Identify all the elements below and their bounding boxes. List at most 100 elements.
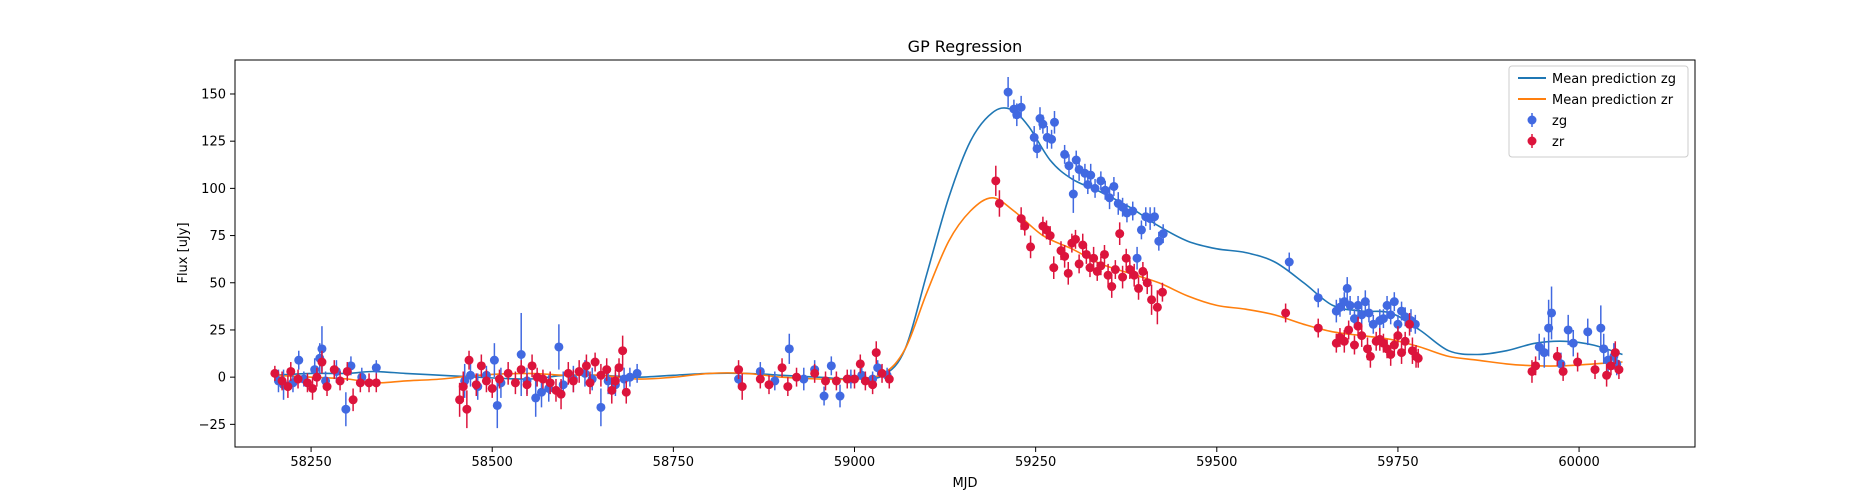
legend-label-zr: zr: [1552, 135, 1565, 150]
point-zr: [777, 363, 787, 373]
point-zr: [494, 374, 504, 384]
point-zr: [614, 363, 624, 373]
point-zr: [1405, 319, 1415, 329]
point-zr: [1614, 365, 1624, 375]
point-zg: [1393, 319, 1403, 329]
point-zg: [1389, 297, 1399, 307]
point-zr: [607, 385, 617, 395]
y-axis-label: Flux [uJy]: [176, 222, 191, 283]
point-zr: [1606, 361, 1616, 371]
point-zr: [471, 380, 481, 390]
point-zr: [855, 359, 865, 369]
point-zr: [764, 380, 774, 390]
point-zr: [1386, 349, 1396, 359]
point-zr: [293, 374, 303, 384]
point-zg: [1086, 170, 1096, 180]
point-zr: [1397, 348, 1407, 358]
point-zg: [1012, 110, 1022, 120]
x-tick-label: 58500: [472, 455, 513, 470]
point-zr: [602, 365, 612, 375]
point-zg: [1313, 293, 1323, 303]
point-zg: [632, 368, 642, 378]
point-zr: [737, 382, 747, 392]
point-zr: [574, 366, 584, 376]
y-tick-label: 150: [201, 87, 226, 102]
point-zg: [1158, 229, 1168, 239]
point-zr: [1103, 270, 1113, 280]
point-zr: [312, 372, 322, 382]
point-zr: [871, 348, 881, 358]
point-zr: [1134, 283, 1144, 293]
point-zr: [1089, 253, 1099, 263]
series-zr: [270, 165, 1624, 429]
y-tick-label: 0: [218, 371, 226, 386]
point-zr: [1157, 287, 1167, 297]
legend-swatch-zr: [1527, 136, 1537, 146]
point-zg: [1382, 300, 1392, 310]
point-zr: [860, 376, 870, 386]
point-zr: [621, 387, 631, 397]
point-zr: [462, 404, 472, 414]
point-zg: [1583, 327, 1593, 337]
point-zg: [1016, 102, 1026, 112]
point-zr: [1110, 265, 1120, 275]
point-zr: [516, 365, 526, 375]
point-zr: [1096, 261, 1106, 271]
point-zg: [536, 387, 546, 397]
point-zg: [1064, 161, 1074, 171]
legend-swatch-zg: [1527, 115, 1537, 125]
point-zg: [1568, 338, 1578, 348]
point-zr: [755, 374, 765, 384]
point-zr: [1129, 270, 1139, 280]
point-zr: [1142, 278, 1152, 288]
point-zr: [1074, 259, 1084, 269]
point-zr: [1610, 348, 1620, 358]
point-zr: [371, 378, 381, 388]
point-zg: [1096, 176, 1106, 186]
point-zr: [538, 374, 548, 384]
point-zg: [1128, 206, 1138, 216]
point-zg: [1038, 119, 1048, 129]
x-axis-label: MJD: [952, 476, 977, 491]
point-zg: [1539, 348, 1549, 358]
point-zr: [994, 198, 1004, 208]
point-zg: [1386, 310, 1396, 320]
point-zr: [527, 361, 537, 371]
point-zr: [1118, 272, 1128, 282]
point-zr: [581, 361, 591, 371]
point-zg: [1563, 325, 1573, 335]
point-zg: [1090, 183, 1100, 193]
point-zr: [783, 382, 793, 392]
point-zg: [554, 342, 564, 352]
point-zg: [1596, 323, 1606, 333]
point-zr: [1400, 336, 1410, 346]
y-axis: −25 0 25 50 75 100 125 150: [199, 87, 235, 433]
point-zr: [322, 382, 332, 392]
x-tick-label: 59500: [1196, 455, 1237, 470]
point-zr: [277, 376, 287, 386]
point-zg: [799, 374, 809, 384]
point-zr: [991, 176, 1001, 186]
point-zr: [455, 395, 465, 405]
point-zg: [1345, 300, 1355, 310]
point-zr: [568, 376, 578, 386]
x-tick-label: 59000: [834, 455, 875, 470]
point-zg: [1047, 134, 1057, 144]
point-zg: [531, 393, 541, 403]
y-tick-label: 100: [201, 182, 226, 197]
point-zg: [492, 400, 502, 410]
point-zr: [335, 376, 345, 386]
point-zr: [1353, 321, 1363, 331]
point-zr: [503, 368, 513, 378]
point-zg: [596, 402, 606, 412]
point-zr: [884, 374, 894, 384]
point-zr: [850, 374, 860, 384]
point-zr: [1590, 365, 1600, 375]
point-zg: [603, 376, 613, 386]
point-zr: [810, 368, 820, 378]
point-zg: [1049, 117, 1059, 127]
point-zr: [329, 365, 339, 375]
point-zr: [1147, 295, 1157, 305]
point-zr: [342, 366, 352, 376]
point-zr: [476, 361, 486, 371]
